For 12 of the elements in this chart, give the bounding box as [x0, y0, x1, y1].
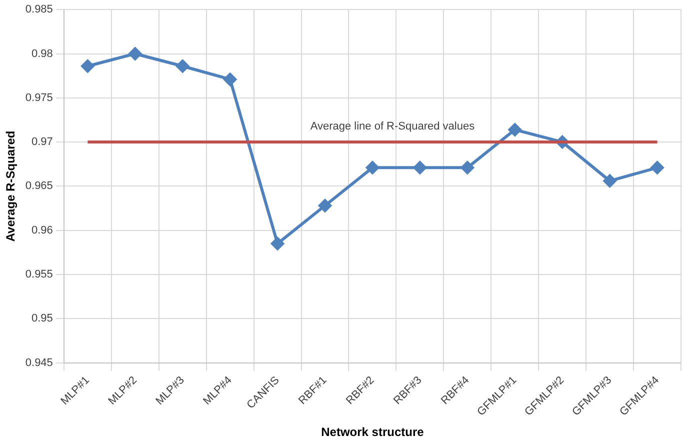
x-axis-title: Network structure — [321, 425, 424, 440]
y-tick-label: 0.945 — [25, 356, 53, 369]
y-axis-title: Average R-Squared — [4, 130, 18, 242]
y-tick-label: 0.98 — [32, 48, 53, 60]
y-tick-label: 0.97 — [32, 136, 53, 148]
y-tick-label: 0.975 — [25, 92, 53, 104]
y-tick-label: 0.965 — [25, 180, 53, 192]
y-tick-label: 0.955 — [25, 268, 53, 281]
ref-line-label: Average line of R-Squared values — [310, 120, 476, 133]
y-tick-label: 0.95 — [32, 312, 53, 325]
y-tick-label: 0.96 — [32, 224, 53, 236]
y-tick-label: 0.985 — [25, 4, 53, 16]
